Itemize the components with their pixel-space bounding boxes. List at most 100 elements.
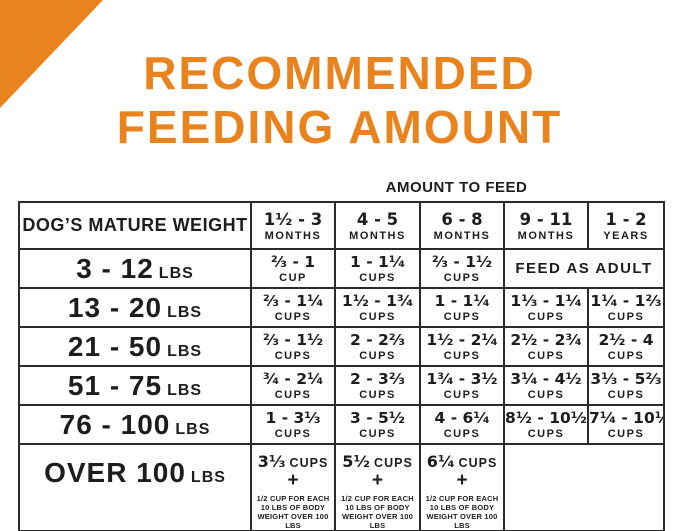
plus-sign: +	[456, 470, 468, 491]
note-line: 10 LBS OF BODY	[260, 503, 326, 512]
age-range-label: 6 - 8	[441, 209, 483, 229]
age-unit-label: MONTHS	[264, 229, 322, 242]
amount-cell: 2 - 2²⁄₃ CUPS	[334, 326, 421, 367]
age-unit-label: MONTHS	[349, 229, 406, 242]
note-line: 1/2 CUP FOR EACH	[256, 494, 330, 503]
page-title-line1: RECOMMENDED	[143, 47, 536, 99]
amount-unit: CUPS	[374, 456, 413, 470]
feeding-table: DOG’S MATURE WEIGHT 1¹⁄₂ - 3 MONTHS 4 - 5 MO…	[18, 201, 665, 531]
amount-cell: 1 - 3¹⁄₃ CUPS	[250, 404, 336, 445]
plus-sign: +	[287, 470, 299, 491]
amount-unit: CUPS	[443, 311, 481, 323]
amount-cell: 8¹⁄₂ - 10¹⁄₂ CUPS	[503, 404, 589, 445]
header-row: DOG’S MATURE WEIGHT 1¹⁄₂ - 3 MONTHS 4 - 5 MO…	[18, 201, 665, 250]
amount-value: 3¹⁄₃ - 5²⁄₃	[590, 370, 662, 388]
amount-value: 2 - 2²⁄₃	[350, 331, 405, 349]
weight-cell: 51 - 75 LBS	[18, 365, 252, 406]
amount-value: 3¹⁄₄ - 4¹⁄₂	[510, 370, 582, 388]
amount-cell: 4 - 6¹⁄₄ CUPS	[419, 404, 505, 445]
plus-sign: +	[371, 470, 384, 491]
amount-unit: CUPS	[359, 311, 396, 323]
amount-value: 2¹⁄₂ - 4	[598, 331, 654, 349]
extra-feeding-note: 1/2 CUP FOR EACH 10 LBS OF BODY WEIGHT OVE…	[253, 494, 333, 530]
amount-cell: 3¹⁄₄ - 4¹⁄₂ CUPS	[503, 365, 589, 406]
amount-cell: 1 - 1¹⁄₄ CUPS	[419, 287, 505, 328]
amount-cell: ³⁄₄ - 2¹⁄₄ CUPS	[250, 365, 336, 406]
weight-value: OVER 100	[44, 457, 186, 488]
amount-cell: 1¹⁄₂ - 2¹⁄₄ CUPS	[419, 326, 505, 367]
amount-value: 1¹⁄₃ - 1¹⁄₄	[510, 292, 582, 310]
age-range-label: 9 - 11	[519, 209, 573, 229]
weight-value: 13 - 20	[67, 291, 163, 323]
amount-cell: ²⁄₃ - 1 CUP	[250, 248, 336, 289]
age-header-cell: 1 - 2 YEARS	[587, 201, 665, 250]
amount-unit: CUPS	[527, 428, 565, 440]
amount-value: 1 - 3¹⁄₃	[265, 409, 321, 427]
weight-cell: 13 - 20 LBS	[18, 287, 252, 328]
weight-unit: LBS	[167, 381, 203, 399]
age-header-cell: 6 - 8 MONTHS	[419, 201, 505, 250]
age-header-cell: 4 - 5 MONTHS	[334, 201, 421, 250]
page-title-line2: FEEDING AMOUNT	[116, 101, 563, 153]
weight-value: 76 - 100	[59, 408, 171, 440]
note-line: 10 LBS OF BODY	[429, 503, 495, 512]
note-line: 1/2 CUP FOR EACH	[425, 494, 499, 503]
amount-cell: ²⁄₃ - 1¹⁄₂ CUPS	[419, 248, 505, 289]
amount-cell: 2¹⁄₂ - 4 CUPS	[587, 326, 665, 367]
amount-cell: 5¹⁄₂ CUPS +1/2 CUP FOR EACH 10 LBS OF BODY W…	[334, 443, 421, 531]
amount-unit: CUPS	[274, 350, 312, 362]
weight-unit: LBS	[175, 420, 211, 438]
amount-unit: CUPS	[458, 456, 498, 470]
feed-as-adult-label: FEED AS ADULT	[515, 260, 653, 277]
amount-value: 5¹⁄₂	[342, 452, 371, 471]
weight-value: 3 - 12	[76, 252, 154, 284]
amount-value: 7¹⁄₄ - 10¹⁄₄	[589, 409, 664, 427]
age-range-label: 1¹⁄₂ - 3	[263, 209, 323, 229]
amount-value: 1¹⁄₂ - 1³⁄₄	[341, 292, 414, 310]
amount-value: 3 - 5¹⁄₂	[350, 409, 405, 427]
amount-cell: 1¹⁄₄ - 1²⁄₃ CUPS	[587, 287, 665, 328]
amount-cell: 1 - 1¹⁄₄ CUPS	[334, 248, 421, 289]
age-unit-label: MONTHS	[433, 229, 491, 242]
table-row: OVER 100 LBS 3¹⁄₃ CUPS +1/2 CUP FOR EACH 10 L…	[18, 443, 665, 531]
amount-cell: 1³⁄₄ - 3¹⁄₂ CUPS	[419, 365, 505, 406]
amount-unit: CUPS	[527, 311, 565, 323]
amount-unit: CUPS	[527, 350, 565, 362]
amount-cell: 1¹⁄₃ - 1¹⁄₄ CUPS	[503, 287, 589, 328]
amount-value: 2¹⁄₂ - 2³⁄₄	[510, 331, 582, 349]
table-row: 3 - 12 LBS ²⁄₃ - 1 CUP 1 - 1¹⁄₄ CUPS ²⁄₃ - 1¹⁄…	[18, 248, 665, 289]
note-line: WEIGHT OVER 100 LBS	[342, 512, 413, 530]
weight-cell: 76 - 100 LBS	[18, 404, 252, 445]
amount-value: ²⁄₃ - 1¹⁄₂	[431, 253, 493, 271]
amount-cell: 3¹⁄₃ CUPS +1/2 CUP FOR EACH 10 LBS OF BODY W…	[250, 443, 336, 531]
amount-value: 1³⁄₄ - 3¹⁄₂	[426, 370, 498, 388]
note-line: 10 LBS OF BODY	[345, 503, 410, 512]
page-title: RECOMMENDED FEEDING AMOUNT	[0, 46, 679, 154]
amount-unit: CUPS	[443, 389, 481, 401]
amount-unit: CUPS	[359, 350, 396, 362]
weight-cell: 3 - 12 LBS	[18, 248, 252, 289]
amount-unit: CUPS	[274, 311, 312, 323]
amount-cell: 3¹⁄₃ - 5²⁄₃ CUPS	[587, 365, 665, 406]
age-unit-label: MONTHS	[517, 229, 575, 242]
table-row: 76 - 100 LBS 1 - 3¹⁄₃ CUPS 3 - 5¹⁄₂ CUPS 4 - 6…	[18, 404, 665, 445]
table-row: 51 - 75 LBS ³⁄₄ - 2¹⁄₄ CUPS 2 - 3²⁄₃ CUPS 1³⁄₄…	[18, 365, 665, 406]
note-line: WEIGHT OVER 100 LBS	[257, 512, 329, 530]
weight-unit: LBS	[190, 469, 226, 486]
corner-header-cell: DOG’S MATURE WEIGHT	[18, 201, 252, 250]
amount-unit: CUPS	[527, 389, 565, 401]
amount-cell: 3 - 5¹⁄₂ CUPS	[334, 404, 421, 445]
empty-cell	[503, 443, 665, 531]
age-range-label: 4 - 5	[356, 209, 399, 229]
amount-unit: CUPS	[607, 311, 645, 323]
amount-value: 2 - 3²⁄₃	[350, 370, 405, 388]
amount-unit: CUPS	[289, 456, 329, 470]
weight-cell: 21 - 50 LBS	[18, 326, 252, 367]
amount-unit: CUPS	[607, 428, 645, 440]
age-header-cell: 9 - 11 MONTHS	[503, 201, 589, 250]
weight-value: 21 - 50	[67, 330, 163, 362]
extra-feeding-note: 1/2 CUP FOR EACH 10 LBS OF BODY WEIGHT OVE…	[337, 494, 418, 530]
amount-value: ²⁄₃ - 1¹⁄₂	[262, 331, 324, 349]
amount-cell: 6¹⁄₄ CUPS +1/2 CUP FOR EACH 10 LBS OF BODY W…	[419, 443, 505, 531]
feed-as-adult-cell: FEED AS ADULT	[503, 248, 665, 289]
